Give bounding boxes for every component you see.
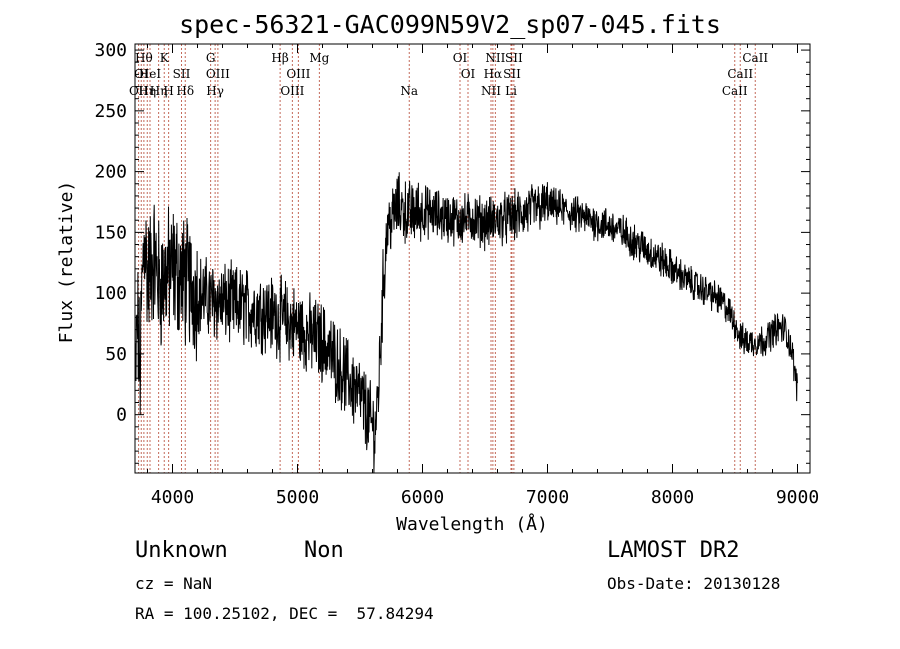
- y-axis-ticks: 0 50 100 150 200 250 300: [94, 40, 810, 464]
- spectral-line-label: Hθ: [135, 51, 153, 65]
- object-class: Unknown: [135, 538, 228, 563]
- x-tick-label: 8000: [651, 487, 694, 508]
- x-tick-label: 4000: [151, 487, 194, 508]
- spectral-line-label: Hη: [138, 84, 156, 98]
- spectral-line-label: OI: [453, 51, 468, 65]
- chart-title: spec-56321-GAC099N59V2_sp07-045.fits: [179, 10, 721, 39]
- y-tick-label: 200: [94, 162, 127, 183]
- spectral-line-label: OIII: [280, 84, 304, 98]
- y-tick-label: 250: [94, 101, 127, 122]
- spectral-line-label: Hγ: [206, 84, 224, 98]
- x-axis-label: Wavelength (Å): [396, 513, 548, 535]
- x-tick-label: 9000: [776, 487, 819, 508]
- spectral-line-label: H: [163, 84, 173, 98]
- spectral-line-label: OI: [461, 67, 476, 81]
- spectral-line-labels: OIIOIHθHηHeIHηKHSIIHδGHγOIIIHβOIIIOIIIMg…: [129, 51, 768, 98]
- spectral-line-label: Hδ: [176, 84, 194, 98]
- spectral-line-label: SII: [173, 67, 191, 81]
- spectral-line-label: OII: [129, 84, 149, 98]
- x-tick-label: 6000: [401, 487, 444, 508]
- x-axis-ticks: 4000 5000 6000 7000 8000 9000: [147, 44, 819, 508]
- y-tick-label: 100: [94, 283, 127, 304]
- spectral-line-label: HeI: [139, 67, 162, 81]
- spectral-line-markers: [138, 44, 756, 473]
- spectral-line-label: CaII: [722, 84, 748, 98]
- spectral-line-label: Hβ: [271, 51, 288, 65]
- spectral-line-label: K: [160, 51, 170, 65]
- spectral-line-label: SII: [505, 51, 523, 65]
- spectral-line-label: CaII: [742, 51, 768, 65]
- x-tick-label: 5000: [276, 487, 319, 508]
- spectral-line-label: NII: [481, 84, 501, 98]
- y-tick-label: 50: [105, 344, 127, 365]
- y-tick-label: 300: [94, 40, 127, 61]
- spectral-line-label: OIII: [286, 67, 310, 81]
- cz-value: cz = NaN: [135, 574, 213, 593]
- spectral-line-label: Mg: [309, 51, 329, 65]
- spectral-line-label: Na: [400, 84, 418, 98]
- spectral-line-label: CaII: [727, 67, 753, 81]
- spectral-line-label: NII: [485, 51, 505, 65]
- y-tick-label: 0: [116, 405, 127, 426]
- object-subclass: Non: [304, 538, 344, 563]
- y-tick-label: 150: [94, 222, 127, 243]
- y-axis-label: Flux (relative): [56, 181, 77, 344]
- spectral-line-label: Hα: [484, 67, 503, 81]
- spectral-line-label: SII: [503, 67, 521, 81]
- spectral-line-label: OI: [134, 67, 149, 81]
- spectral-line-label: Hη: [150, 84, 168, 98]
- coordinates: RA = 100.25102, DEC = 57.84294: [135, 604, 434, 623]
- spectrum-line: [134, 172, 798, 474]
- spectral-line-label: OIII: [206, 67, 230, 81]
- x-tick-label: 7000: [526, 487, 569, 508]
- survey-name: LAMOST DR2: [607, 538, 740, 563]
- obs-date: Obs-Date: 20130128: [607, 574, 781, 593]
- spectral-line-label: Li: [505, 84, 517, 98]
- plot-frame: [134, 43, 811, 474]
- spectral-line-label: G: [206, 51, 216, 65]
